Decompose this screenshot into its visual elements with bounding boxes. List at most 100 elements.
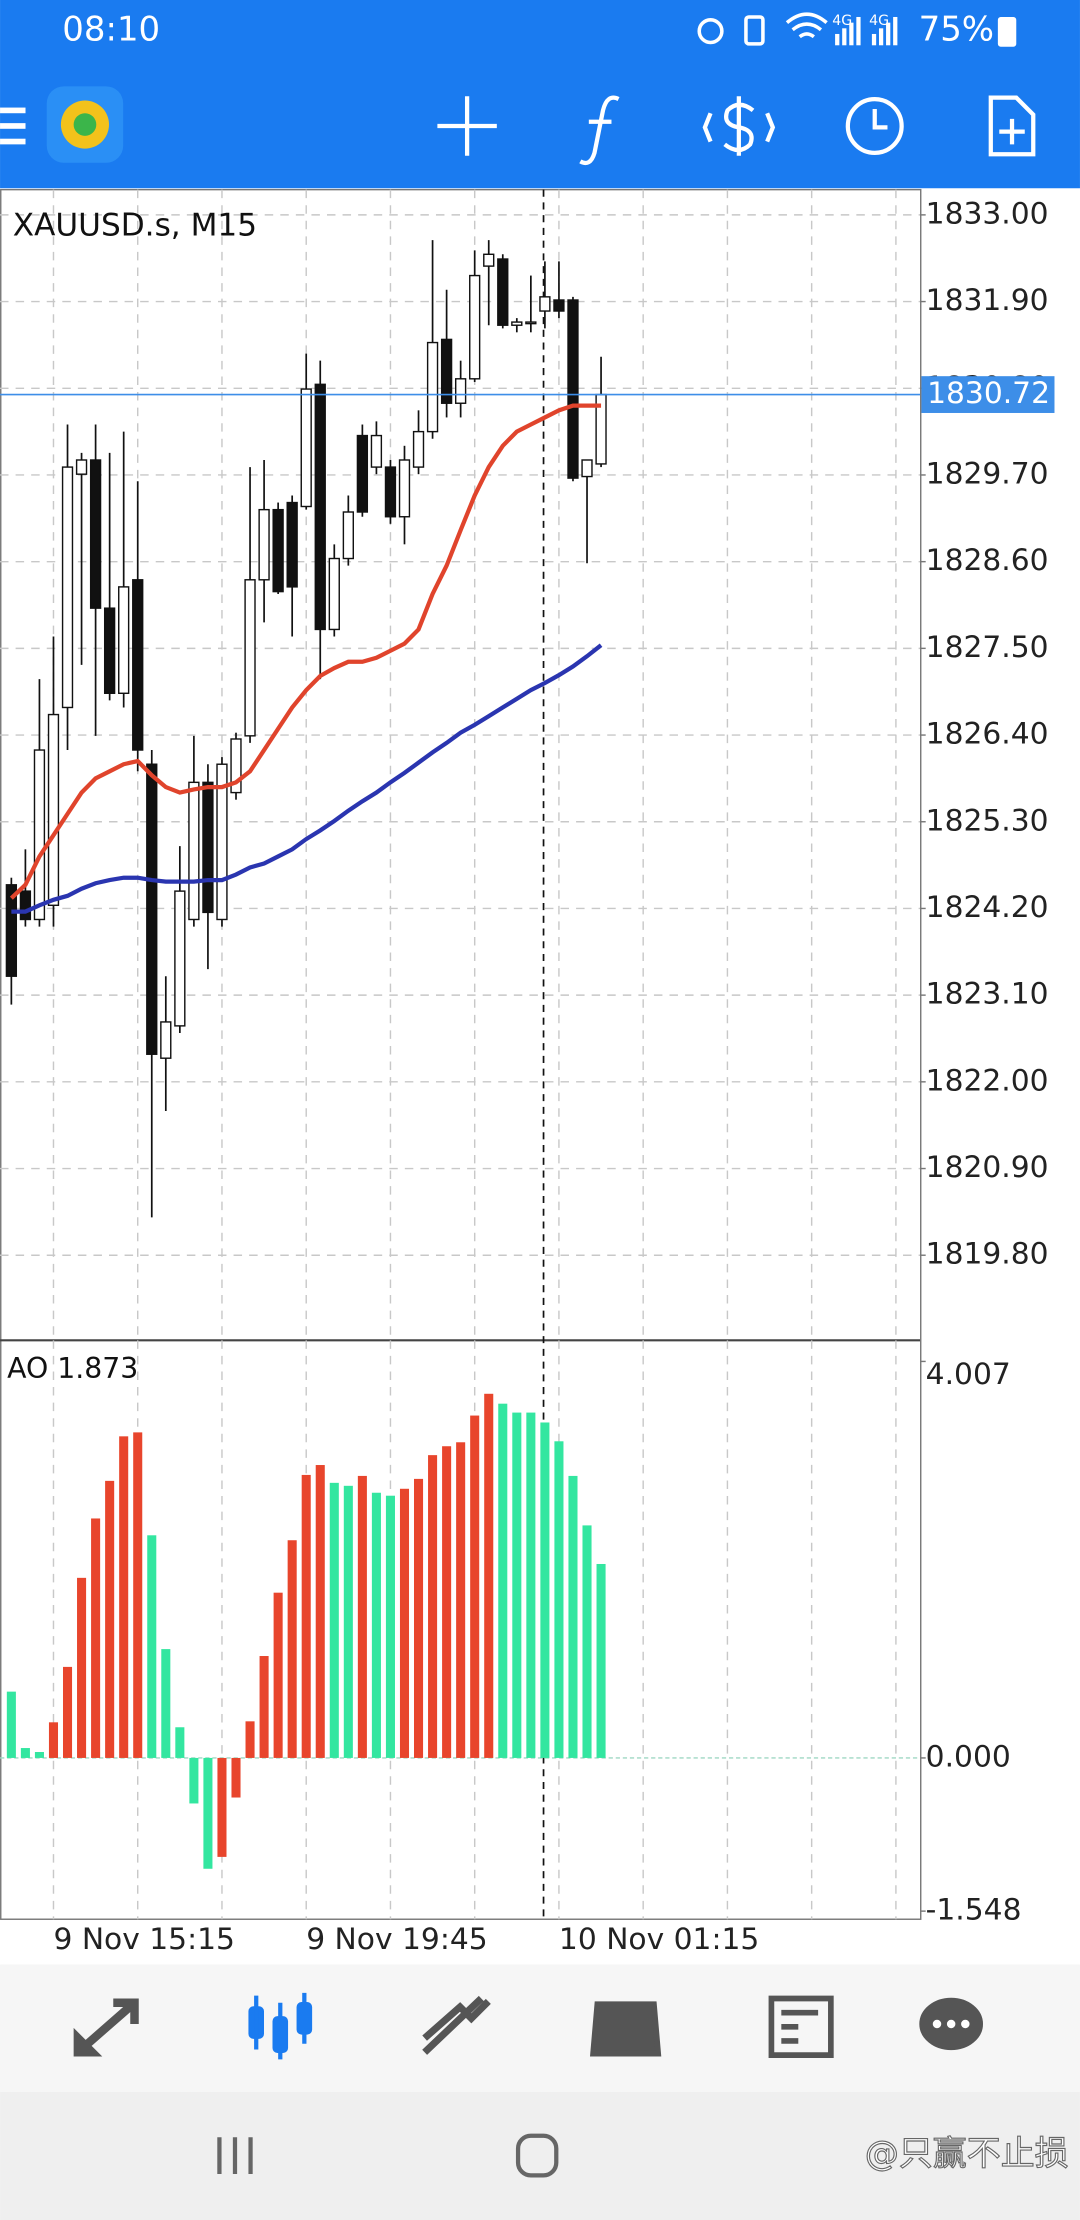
bottom-nav bbox=[0, 1964, 1080, 2092]
candle-body bbox=[469, 274, 481, 380]
candle-body bbox=[47, 713, 60, 907]
y-tick-label: 1822.00 bbox=[926, 1063, 1049, 1098]
candle-body bbox=[454, 378, 467, 404]
y-tick-label: 1823.10 bbox=[926, 977, 1049, 1012]
news-tab[interactable] bbox=[768, 1995, 834, 2058]
candle-body bbox=[103, 607, 116, 694]
ao-bar bbox=[20, 1748, 30, 1758]
ao-bar bbox=[568, 1475, 578, 1758]
indicator-title: AO 1.873 bbox=[7, 1352, 138, 1385]
candle-body bbox=[412, 430, 425, 468]
ao-bar bbox=[343, 1485, 353, 1758]
candle-body bbox=[328, 557, 340, 631]
app-logo-mark bbox=[73, 113, 97, 136]
trade-tab[interactable] bbox=[422, 1995, 491, 2055]
ao-bar bbox=[371, 1492, 381, 1758]
watermark: @只赢不止损 bbox=[865, 2134, 1069, 2174]
candle-body bbox=[118, 586, 130, 694]
period-button-hand bbox=[872, 108, 888, 130]
chart-title: XAUUSD.s, M15 bbox=[13, 207, 257, 243]
indicators-button[interactable] bbox=[579, 95, 620, 166]
ao-bar bbox=[245, 1721, 255, 1758]
candle-body bbox=[426, 341, 439, 433]
menu-button[interactable] bbox=[0, 107, 26, 145]
ao-bar bbox=[442, 1446, 452, 1758]
candle-body bbox=[33, 749, 46, 921]
y-tick-label: 1820.90 bbox=[926, 1150, 1049, 1185]
signal-label: 4G bbox=[869, 13, 889, 29]
ao-bar bbox=[259, 1656, 269, 1758]
candle-body bbox=[272, 508, 284, 593]
ao-bar bbox=[62, 1666, 73, 1758]
ao-bar bbox=[414, 1478, 424, 1758]
ao-bar bbox=[470, 1415, 480, 1758]
ao-bar bbox=[484, 1393, 494, 1758]
toolbar bbox=[0, 86, 1036, 166]
y-tick-label: 1829.70 bbox=[926, 456, 1049, 491]
candle-body bbox=[5, 884, 18, 977]
y-tick-label: 1819.80 bbox=[926, 1237, 1049, 1272]
candle-body bbox=[539, 296, 551, 312]
status-time: 08:10 bbox=[62, 10, 160, 50]
y-tick-label: 1828.60 bbox=[926, 543, 1049, 578]
y-tick-label: 1827.50 bbox=[926, 630, 1049, 665]
ao-bar bbox=[77, 1577, 87, 1758]
ao-bar bbox=[357, 1475, 367, 1758]
ao-bar bbox=[512, 1412, 522, 1758]
candle-body bbox=[286, 501, 298, 588]
ao-bar bbox=[554, 1441, 564, 1758]
y-tick-label: -1.548 bbox=[926, 1893, 1022, 1928]
candle-body bbox=[216, 763, 228, 921]
candle-body bbox=[174, 890, 186, 1027]
current-price-label: 1830.72 bbox=[927, 376, 1050, 411]
candle-body bbox=[244, 579, 256, 737]
ao-bar bbox=[273, 1592, 283, 1758]
y-tick-label: 1826.40 bbox=[926, 717, 1049, 752]
candle-body bbox=[160, 1021, 172, 1059]
candle-body bbox=[384, 466, 397, 518]
ao-bar bbox=[105, 1480, 115, 1758]
x-tick-label: 10 Nov 01:15 bbox=[559, 1922, 759, 1957]
quotes-tab[interactable] bbox=[73, 1998, 139, 2057]
period-button[interactable] bbox=[845, 96, 904, 155]
moving-average bbox=[9, 403, 602, 900]
ao-bar bbox=[582, 1525, 592, 1758]
candle-body bbox=[230, 738, 242, 794]
ao-bar bbox=[399, 1488, 410, 1758]
new-chart-button[interactable] bbox=[988, 95, 1036, 157]
candle-body bbox=[370, 434, 383, 468]
candle-body bbox=[511, 321, 523, 326]
ao-bar bbox=[498, 1403, 508, 1758]
recent-apps-button[interactable] bbox=[217, 2137, 253, 2175]
home-button[interactable] bbox=[515, 2133, 559, 2178]
ao-bar bbox=[133, 1432, 143, 1758]
ao-bar bbox=[217, 1757, 227, 1857]
ao-bar bbox=[596, 1563, 606, 1758]
history-tab[interactable] bbox=[589, 2001, 662, 2057]
ao-bar bbox=[315, 1465, 325, 1758]
candle-body bbox=[202, 781, 214, 914]
y-tick-label: 1831.90 bbox=[926, 283, 1049, 318]
chart-tab[interactable] bbox=[248, 1992, 313, 2060]
x-tick-label: 9 Nov 19:45 bbox=[306, 1922, 487, 1957]
ao-bar bbox=[203, 1757, 213, 1869]
ao-bar bbox=[91, 1518, 101, 1758]
crosshair-button[interactable] bbox=[437, 96, 497, 156]
candle-body bbox=[440, 338, 453, 404]
ao-bar bbox=[48, 1722, 59, 1758]
candle-body bbox=[356, 434, 369, 513]
ao-bar bbox=[161, 1649, 171, 1758]
y-tick-label: 1825.30 bbox=[926, 803, 1049, 838]
trade-button[interactable] bbox=[702, 96, 776, 156]
ao-bar bbox=[329, 1482, 339, 1758]
ao-bar bbox=[175, 1727, 185, 1758]
candle-body bbox=[567, 299, 579, 479]
ao-bar bbox=[6, 1691, 16, 1758]
ao-bar bbox=[147, 1535, 157, 1758]
candle-body bbox=[75, 459, 88, 475]
candle-body bbox=[61, 466, 74, 709]
y-tick-label: 0.000 bbox=[926, 1739, 1011, 1774]
ao-bar bbox=[456, 1442, 466, 1758]
